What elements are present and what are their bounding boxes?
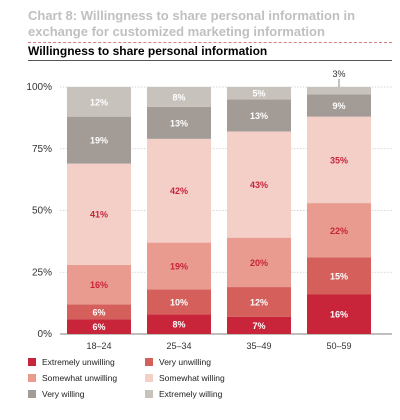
data-label: 9% bbox=[332, 101, 345, 111]
legend-item: Somewhat willing bbox=[145, 373, 225, 383]
bar-segment bbox=[147, 138, 211, 243]
bar-segment bbox=[307, 294, 371, 334]
bar-segment bbox=[307, 203, 371, 258]
legend-swatch bbox=[145, 374, 153, 382]
data-label: 12% bbox=[90, 97, 108, 107]
bar-segment bbox=[147, 289, 211, 315]
legend-swatch bbox=[145, 358, 153, 366]
data-label: 43% bbox=[250, 180, 268, 190]
data-label: 15% bbox=[330, 271, 348, 281]
bar-segment bbox=[67, 304, 131, 320]
data-label: 22% bbox=[330, 226, 348, 236]
bar-segment bbox=[307, 94, 371, 117]
bar-segment bbox=[307, 257, 371, 295]
data-label: 12% bbox=[250, 297, 268, 307]
x-tick-label: 18–24 bbox=[86, 341, 111, 351]
bar-segment bbox=[147, 106, 211, 139]
data-label: 19% bbox=[170, 262, 188, 272]
bar-segment bbox=[227, 131, 291, 238]
y-tick-label: 0% bbox=[38, 329, 53, 340]
bar-segment bbox=[227, 237, 291, 288]
x-tick-label: 25–34 bbox=[166, 341, 191, 351]
legend-swatch bbox=[28, 390, 36, 398]
bar-segment bbox=[67, 319, 131, 334]
chart-subtitle: Willingness to share personal informatio… bbox=[28, 44, 268, 58]
legend-item: Extremely unwilling bbox=[28, 357, 115, 367]
data-label: 13% bbox=[170, 118, 188, 128]
data-label: 3% bbox=[332, 69, 345, 79]
legend-swatch bbox=[28, 374, 36, 382]
data-label: 10% bbox=[170, 297, 188, 307]
data-label: 13% bbox=[250, 111, 268, 121]
bar-segment bbox=[307, 87, 371, 95]
x-tick-label: 50–59 bbox=[326, 341, 351, 351]
data-label: 6% bbox=[92, 307, 105, 317]
legend-label: Very willing bbox=[42, 389, 85, 399]
title-divider bbox=[28, 42, 392, 43]
legend-label: Somewhat willing bbox=[159, 373, 225, 383]
data-label: 5% bbox=[252, 89, 265, 99]
data-label: 8% bbox=[172, 320, 185, 330]
bar-segment bbox=[67, 116, 131, 164]
bar-segment bbox=[307, 116, 371, 204]
data-label: 8% bbox=[172, 92, 185, 102]
legend-label: Extremely unwilling bbox=[42, 357, 115, 367]
legend-item: Extremely willing bbox=[145, 389, 222, 399]
data-label: 19% bbox=[90, 136, 108, 146]
data-label: 7% bbox=[252, 321, 265, 331]
legend-swatch bbox=[145, 390, 153, 398]
bar-segment bbox=[227, 316, 291, 334]
legend-label: Somewhat unwilling bbox=[42, 373, 118, 383]
data-label: 41% bbox=[90, 210, 108, 220]
legend-item: Somewhat unwilling bbox=[28, 373, 117, 383]
y-tick-label: 75% bbox=[32, 144, 52, 155]
chart-title: Chart 8: Willingness to share personal i… bbox=[28, 8, 356, 39]
data-label: 16% bbox=[90, 280, 108, 290]
legend-label: Very unwilling bbox=[159, 357, 211, 367]
bar-segment bbox=[67, 163, 131, 265]
legend-label: Extremely willing bbox=[159, 389, 223, 399]
data-label: 35% bbox=[330, 155, 348, 165]
y-tick-label: 25% bbox=[32, 267, 52, 278]
x-tick-label: 35–49 bbox=[246, 341, 271, 351]
y-tick-label: 50% bbox=[32, 206, 52, 217]
bar-segment bbox=[147, 87, 211, 107]
subtitle-divider bbox=[28, 60, 392, 61]
bar-segment bbox=[227, 99, 291, 132]
bar-segment bbox=[227, 287, 291, 317]
legend-item: Very unwilling bbox=[145, 357, 211, 367]
bar-segment bbox=[227, 87, 291, 100]
data-label: 20% bbox=[250, 258, 268, 268]
bar-segment bbox=[67, 87, 131, 117]
legend-swatch bbox=[28, 358, 36, 366]
bar-segment bbox=[147, 314, 211, 334]
data-label: 42% bbox=[170, 186, 188, 196]
data-label: 16% bbox=[330, 310, 348, 320]
data-label: 6% bbox=[92, 322, 105, 332]
bar-segment bbox=[147, 242, 211, 290]
bar-segment bbox=[67, 264, 131, 305]
y-tick-label: 100% bbox=[26, 82, 52, 93]
legend-item: Very willing bbox=[28, 389, 85, 399]
